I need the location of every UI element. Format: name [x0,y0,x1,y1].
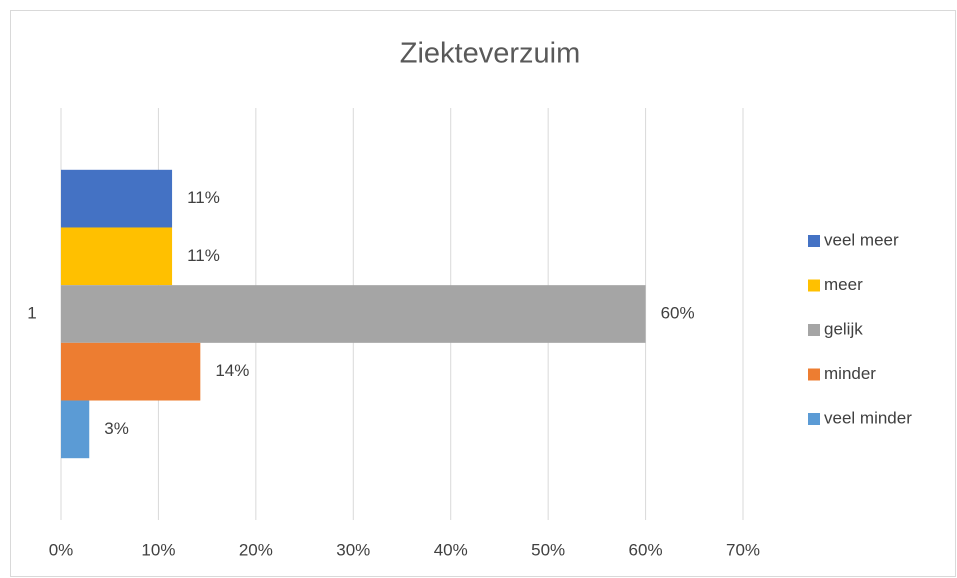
bar [61,285,646,343]
data-label: 3% [104,419,129,438]
bar [61,169,173,228]
x-tick-label: 0% [49,540,74,559]
x-tick-label: 20% [239,540,273,559]
legend-swatch [808,413,820,425]
x-tick-label: 40% [434,540,468,559]
legend-label: veel meer [824,230,899,249]
data-label: 14% [215,361,249,380]
x-tick-label: 70% [726,540,760,559]
legend-label: minder [824,364,876,383]
legend-label: veel minder [824,408,912,427]
y-tick-label: 1 [27,303,36,322]
legend-swatch [808,235,820,247]
legend-swatch [808,324,820,336]
bar [61,227,173,286]
legend-swatch [808,279,820,292]
legend-label: gelijk [824,319,863,338]
legend-label: meer [824,275,863,294]
legend-swatch [808,368,820,381]
bar [61,400,90,459]
x-tick-label: 50% [531,540,565,559]
data-label: 11% [187,246,220,265]
x-tick-label: 30% [336,540,370,559]
chart-title: Ziekteverzuim [400,38,581,70]
bar [61,342,201,401]
data-label: 60% [661,303,695,322]
data-label: 11% [187,188,220,207]
x-tick-label: 10% [141,540,175,559]
x-tick-label: 60% [629,540,663,559]
